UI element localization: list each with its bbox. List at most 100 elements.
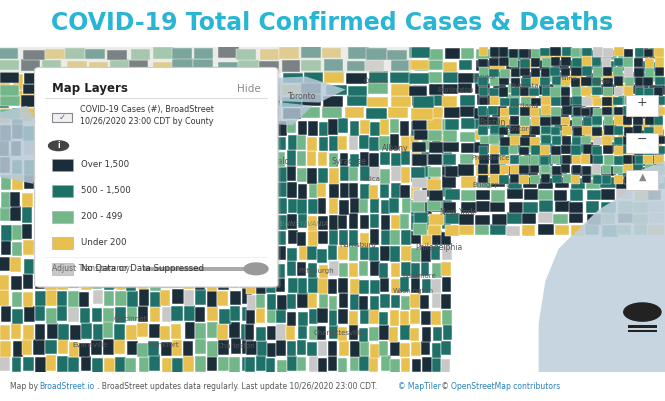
Bar xyxy=(47,209,58,224)
Bar xyxy=(412,142,426,152)
Bar xyxy=(219,124,230,140)
Bar xyxy=(80,157,90,173)
Bar xyxy=(172,124,182,140)
Bar xyxy=(338,309,348,324)
Bar xyxy=(309,183,318,198)
Bar xyxy=(69,158,80,174)
Bar xyxy=(600,177,616,188)
Bar xyxy=(623,164,633,173)
Bar xyxy=(91,340,102,355)
Bar xyxy=(500,116,509,125)
Bar xyxy=(69,192,79,207)
Bar xyxy=(80,308,90,323)
Bar xyxy=(173,243,183,257)
Bar xyxy=(173,224,183,241)
Bar xyxy=(79,239,90,255)
Bar xyxy=(172,209,184,224)
Bar xyxy=(402,358,410,372)
Bar xyxy=(91,74,102,89)
Bar xyxy=(499,174,509,184)
Bar xyxy=(34,91,44,106)
Bar xyxy=(309,121,319,136)
Bar xyxy=(217,225,228,241)
Bar xyxy=(655,77,665,85)
Bar xyxy=(635,77,645,86)
Bar xyxy=(380,294,390,308)
Bar xyxy=(23,325,35,340)
Bar xyxy=(616,178,632,189)
Bar xyxy=(554,120,568,131)
Bar xyxy=(116,140,126,155)
Bar xyxy=(247,152,257,166)
Bar xyxy=(442,166,452,182)
Bar xyxy=(0,125,11,141)
Bar xyxy=(57,292,67,306)
Bar xyxy=(509,202,523,213)
Bar xyxy=(339,200,348,215)
Bar xyxy=(360,119,370,134)
Text: Indianapolis: Indianapolis xyxy=(88,283,131,289)
Bar xyxy=(0,140,9,156)
Bar xyxy=(172,289,184,304)
Text: Hamp.: Hamp. xyxy=(558,76,579,81)
Bar xyxy=(401,262,412,276)
Bar xyxy=(422,357,432,373)
Bar xyxy=(277,340,286,356)
Bar xyxy=(413,47,428,58)
Bar xyxy=(561,117,571,126)
Bar xyxy=(551,155,560,164)
Bar xyxy=(571,146,581,155)
Bar xyxy=(593,47,603,57)
Bar xyxy=(476,49,491,59)
Bar xyxy=(422,327,432,342)
Bar xyxy=(572,96,583,105)
Bar xyxy=(390,327,398,342)
Bar xyxy=(571,175,580,184)
Bar xyxy=(116,205,126,222)
Bar xyxy=(445,166,460,177)
Bar xyxy=(131,83,153,95)
Bar xyxy=(618,95,632,105)
Text: ©: © xyxy=(439,382,451,391)
Bar xyxy=(370,166,380,180)
Bar xyxy=(185,223,196,238)
Bar xyxy=(523,119,537,130)
Bar xyxy=(530,125,539,135)
Bar xyxy=(277,137,287,150)
Bar xyxy=(196,192,206,207)
Bar xyxy=(23,274,33,289)
Bar xyxy=(108,71,129,82)
Bar xyxy=(0,275,9,290)
Bar xyxy=(137,256,147,272)
Bar xyxy=(491,176,505,187)
Bar xyxy=(339,230,348,245)
Bar xyxy=(493,71,507,83)
Bar xyxy=(541,117,551,126)
Bar xyxy=(359,328,368,342)
Bar xyxy=(149,324,160,338)
Bar xyxy=(217,74,237,84)
Bar xyxy=(511,69,521,77)
Bar xyxy=(656,67,664,76)
Bar xyxy=(91,124,102,140)
Bar xyxy=(110,59,129,70)
Bar xyxy=(255,119,265,134)
Bar xyxy=(287,341,296,356)
Bar xyxy=(23,339,33,355)
Bar xyxy=(229,322,239,338)
Bar xyxy=(391,215,401,229)
Bar xyxy=(459,225,474,235)
Bar xyxy=(369,137,378,151)
Bar xyxy=(644,49,653,57)
Bar xyxy=(104,358,115,373)
Bar xyxy=(506,119,519,129)
Text: Pittsburgh: Pittsburgh xyxy=(298,268,334,274)
Bar xyxy=(131,49,150,60)
Bar xyxy=(58,207,68,221)
Bar xyxy=(299,184,307,199)
Bar xyxy=(506,94,520,105)
Bar xyxy=(520,59,530,68)
Bar xyxy=(126,76,137,91)
Bar xyxy=(267,168,277,184)
Bar xyxy=(183,341,193,356)
